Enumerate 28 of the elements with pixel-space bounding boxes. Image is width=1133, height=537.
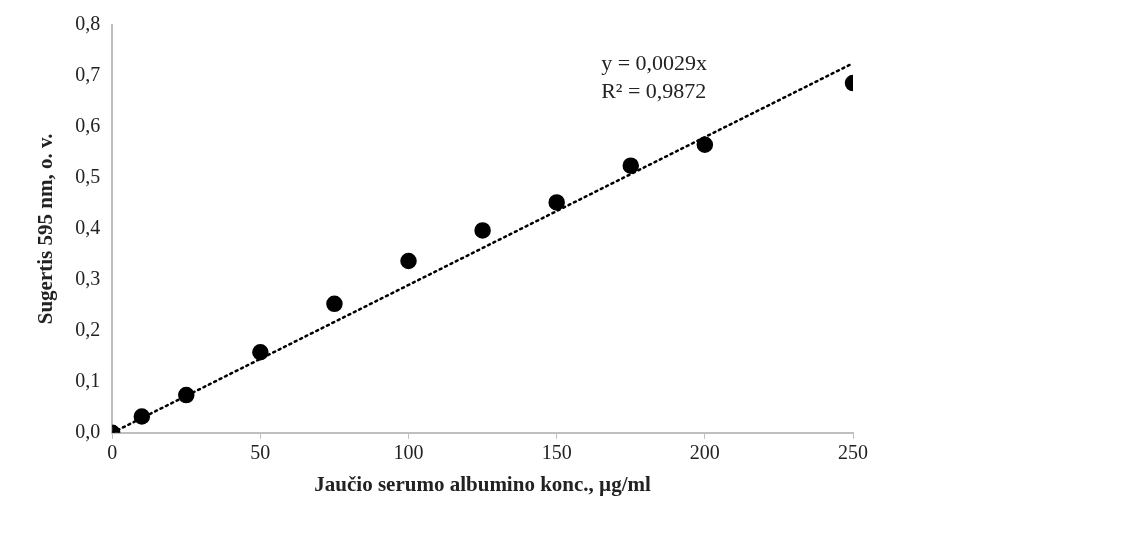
point [252, 344, 269, 361]
y-tick-label: 0,6 [75, 114, 101, 137]
point [696, 136, 714, 154]
point [400, 252, 417, 270]
point [326, 295, 343, 313]
x-tick-label: 0 [107, 441, 118, 464]
point [474, 222, 491, 239]
y-tick-label: 0,5 [75, 165, 101, 188]
y-tick-label: 0,1 [75, 369, 101, 392]
y-tick-label: 0,2 [75, 318, 101, 341]
x-tick-label: 100 [393, 441, 424, 464]
x-tick-label: 200 [689, 441, 720, 464]
y-tick-label: 0,4 [75, 216, 101, 239]
point [178, 386, 195, 404]
annotation: y = 0,0029x [601, 50, 708, 75]
x-tick-label: 250 [838, 441, 868, 464]
y-axis-title: Sugertis 595 nm, o. v. [33, 133, 58, 325]
x-tick-label: 150 [541, 441, 572, 464]
y-tick-label: 0,3 [75, 267, 101, 290]
point [133, 408, 151, 425]
annotation: R² = 0,9872 [601, 78, 707, 103]
y-tick-label: 0,8 [75, 12, 101, 35]
y-tick-label: 0,7 [75, 63, 101, 86]
y-tick-label: 0,0 [75, 420, 101, 443]
point [622, 157, 640, 174]
x-axis-title: Jaučio serumo albumino konc., µg/ml [314, 471, 651, 496]
point [548, 194, 565, 211]
x-tick-label: 50 [250, 441, 271, 464]
